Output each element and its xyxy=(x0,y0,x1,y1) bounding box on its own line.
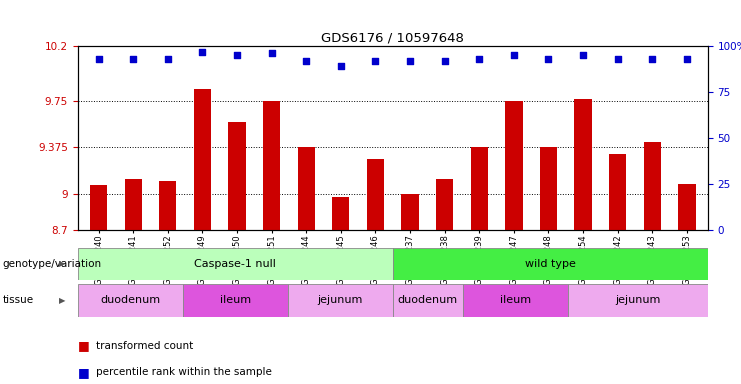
Text: ileum: ileum xyxy=(219,295,251,306)
Point xyxy=(646,56,658,62)
Bar xyxy=(90,185,107,230)
Text: jejunum: jejunum xyxy=(615,295,660,306)
Point xyxy=(612,56,624,62)
Bar xyxy=(402,194,419,230)
Bar xyxy=(263,101,280,230)
Text: ■: ■ xyxy=(78,366,90,379)
Bar xyxy=(193,89,211,230)
Bar xyxy=(462,284,568,317)
Point xyxy=(231,52,243,58)
Point xyxy=(266,50,278,56)
Bar xyxy=(471,147,488,230)
Text: ■: ■ xyxy=(78,339,90,352)
Bar xyxy=(288,284,393,317)
Point xyxy=(370,58,382,64)
Bar xyxy=(505,101,522,230)
Text: genotype/variation: genotype/variation xyxy=(2,259,102,269)
Text: duodenum: duodenum xyxy=(100,295,160,306)
Bar xyxy=(568,284,708,317)
Bar xyxy=(393,248,708,280)
Text: tissue: tissue xyxy=(2,295,33,306)
Bar xyxy=(574,99,592,230)
Text: ileum: ileum xyxy=(499,295,531,306)
Bar xyxy=(228,122,246,230)
Bar xyxy=(78,284,183,317)
Point xyxy=(162,56,173,62)
Bar xyxy=(78,248,393,280)
Text: percentile rank within the sample: percentile rank within the sample xyxy=(96,367,272,377)
Point xyxy=(93,56,104,62)
Point xyxy=(335,63,347,70)
Point xyxy=(127,56,139,62)
Text: jejunum: jejunum xyxy=(318,295,363,306)
Point xyxy=(577,52,589,58)
Bar xyxy=(539,147,557,230)
Point xyxy=(542,56,554,62)
Point xyxy=(439,58,451,64)
Bar xyxy=(393,284,462,317)
Bar xyxy=(159,181,176,230)
Text: duodenum: duodenum xyxy=(398,295,458,306)
Text: ▶: ▶ xyxy=(59,260,65,268)
Bar xyxy=(367,159,384,230)
Bar xyxy=(298,147,315,230)
Text: Caspase-1 null: Caspase-1 null xyxy=(194,259,276,269)
Point xyxy=(508,52,519,58)
Text: transformed count: transformed count xyxy=(96,341,193,351)
Point xyxy=(196,48,208,55)
Bar xyxy=(678,184,696,230)
Bar xyxy=(183,284,288,317)
Point xyxy=(404,58,416,64)
Bar xyxy=(436,179,453,230)
Bar xyxy=(332,197,350,230)
Bar xyxy=(609,154,626,230)
Text: ▶: ▶ xyxy=(59,296,65,305)
Bar xyxy=(644,142,661,230)
Point xyxy=(300,58,312,64)
Bar xyxy=(124,179,142,230)
Text: wild type: wild type xyxy=(525,259,576,269)
Title: GDS6176 / 10597648: GDS6176 / 10597648 xyxy=(322,32,464,45)
Point xyxy=(681,56,693,62)
Point xyxy=(473,56,485,62)
